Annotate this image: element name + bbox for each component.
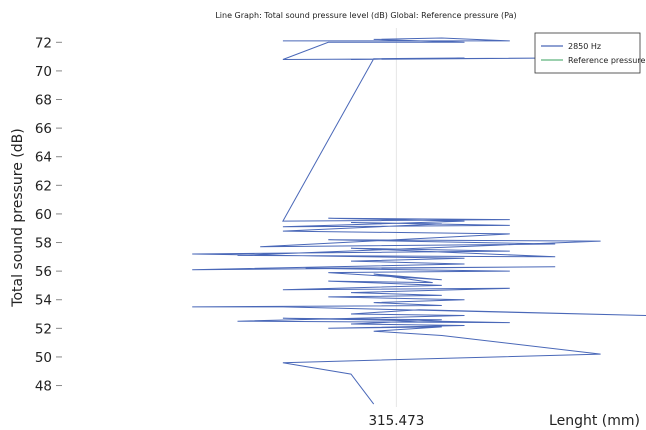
chart-title: Line Graph: Total sound pressure level (… [215, 11, 516, 20]
y-tick-label: 64 [35, 150, 52, 166]
legend-box [534, 32, 641, 74]
y-tick-label: 72 [35, 35, 52, 51]
y-tick-label: 56 [35, 264, 52, 280]
y-tick-label: 54 [35, 293, 52, 309]
y-tick-label: 68 [35, 93, 52, 109]
x-axis-ticks: 315.473 [368, 413, 424, 429]
x-axis-title: Lenght (mm) [549, 413, 640, 429]
y-axis-ticks: 48 50 52 54 56 58 60 62 64 66 68 70 72 [35, 35, 62, 395]
x-tick-label: 315.473 [368, 413, 424, 429]
y-tick-label: 52 [35, 321, 52, 337]
series-line-2850-hz [192, 37, 646, 405]
y-tick-label: 70 [35, 64, 52, 80]
legend: 2850 Hz Reference pressure [534, 32, 645, 74]
legend-label: 2850 Hz [568, 42, 601, 51]
y-tick-label: 50 [35, 350, 52, 366]
y-tick-label: 58 [35, 236, 52, 252]
y-axis-title: Total sound pressure (dB) [10, 128, 26, 307]
y-tick-label: 62 [35, 178, 52, 194]
y-tick-label: 48 [35, 379, 52, 395]
series-layer [192, 37, 646, 405]
legend-label: Reference pressure [568, 56, 645, 65]
y-tick-label: 66 [35, 121, 52, 137]
y-tick-label: 60 [35, 207, 52, 223]
